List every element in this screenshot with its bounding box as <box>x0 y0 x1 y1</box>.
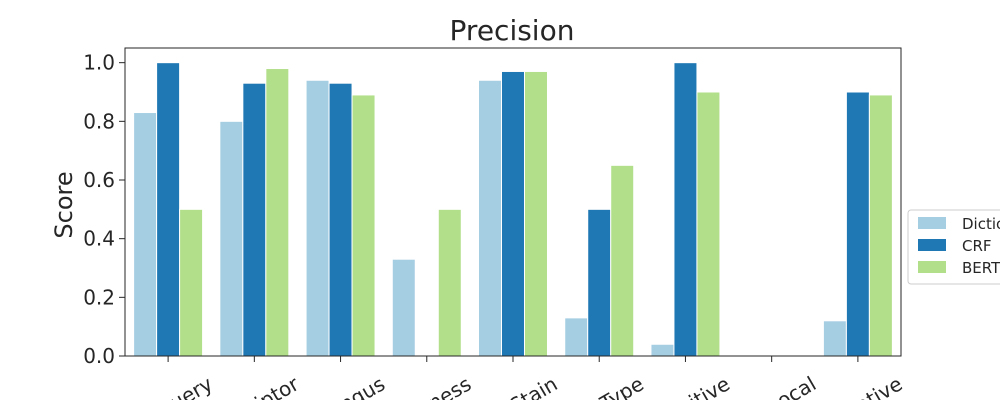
x-tick-label: Stain <box>505 372 561 400</box>
bar-bert-type <box>610 164 635 357</box>
bar-crf-positive <box>673 62 698 357</box>
bar-crf-query <box>156 62 181 357</box>
bar-dictionary-fungus <box>305 79 330 357</box>
x-axis: uery iptor ngus ness Stain Type itive ocal ative <box>166 356 906 400</box>
y-tick-label: 0.6 <box>83 168 115 192</box>
bar-crf-stain <box>501 70 525 357</box>
legend-label-bert: BERT <box>962 259 1000 277</box>
bar-crf-negative <box>845 91 870 357</box>
x-tick-label: itive <box>685 372 734 400</box>
bar-dictionary-negative <box>822 320 847 357</box>
x-tick-label: ocal <box>773 372 821 400</box>
bar-dictionary-type <box>564 317 589 357</box>
legend-swatch-bert <box>918 261 946 273</box>
bar-dictionary-descriptor <box>219 120 244 357</box>
legend-label-dictionary: Dictio <box>962 215 1000 233</box>
x-tick-label: ness <box>424 372 476 400</box>
x-tick-label: Type <box>595 372 648 400</box>
bar-dictionary-thickness <box>391 258 416 357</box>
y-tick-label: 0.8 <box>83 109 115 133</box>
bar-bert-descriptor <box>265 68 290 357</box>
y-tick-label: 0.0 <box>83 344 115 368</box>
y-axis: 0.0 0.2 0.4 0.6 0.8 1.0 <box>83 51 125 368</box>
bar-bert-negative <box>868 94 893 357</box>
bar-bert-stain <box>523 70 548 357</box>
bar-bert-thickness <box>437 208 462 357</box>
bar-dictionary-positive <box>650 343 675 357</box>
y-tick-label: 0.4 <box>83 227 115 251</box>
legend-label-crf: CRF <box>962 237 992 255</box>
bar-dictionary-stain <box>478 79 503 357</box>
x-tick-label: uery <box>166 371 217 400</box>
bar-bert-positive <box>696 91 721 357</box>
legend: Dictio CRF BERT <box>907 209 1000 285</box>
bar-crf-type <box>587 208 612 357</box>
bars-layer <box>133 62 893 357</box>
bar-bert-query <box>179 208 204 357</box>
bar-bert-fungus <box>351 94 376 357</box>
y-tick-label: 0.2 <box>83 285 115 309</box>
bar-dictionary-query <box>133 112 158 357</box>
legend-swatch-crf <box>918 239 946 251</box>
y-axis-label: Score <box>50 171 78 238</box>
y-tick-label: 1.0 <box>83 51 115 75</box>
chart-title: Precision <box>450 14 575 47</box>
bar-crf-descriptor <box>242 82 267 357</box>
x-tick-label: ngus <box>335 372 389 400</box>
x-tick-label: ative <box>851 372 906 400</box>
legend-swatch-dictionary <box>918 217 946 229</box>
bar-crf-fungus <box>328 82 353 357</box>
x-tick-label: iptor <box>251 371 304 400</box>
